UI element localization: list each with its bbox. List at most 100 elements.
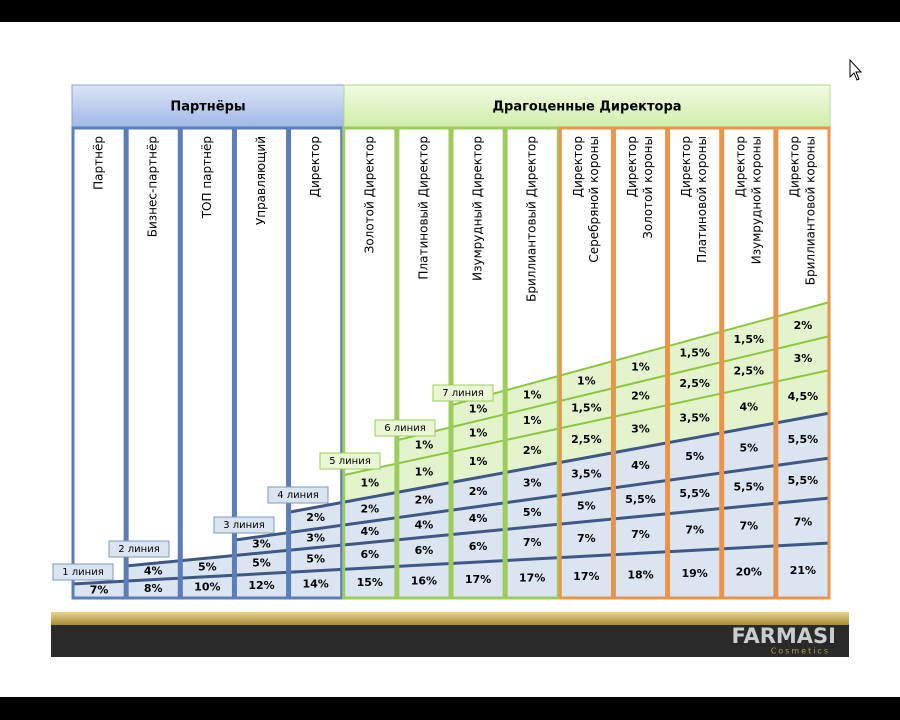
column-border: [775, 126, 831, 600]
column-label: Бизнес-партнёр: [146, 136, 160, 237]
cell-value: 4,5%: [788, 390, 819, 403]
cell-value: 4%: [631, 459, 650, 472]
column-label: Директор: [571, 136, 585, 197]
line-label: 7 линия: [442, 388, 483, 399]
column-label: Изумрудный Директор: [471, 136, 485, 281]
cell-value: 3%: [252, 538, 271, 551]
cell-value: 14%: [302, 577, 328, 590]
cell-value: 8%: [144, 582, 163, 595]
cell-value: 1%: [415, 439, 434, 452]
bottom-bar: [0, 697, 900, 720]
cell-value: 19%: [681, 567, 707, 580]
cell-value: 2%: [794, 319, 813, 332]
line-label: 2 линия: [118, 544, 159, 555]
line-label: 4 линия: [277, 490, 318, 501]
tagline: Cosmetics: [771, 647, 830, 656]
cell-value: 1,5%: [571, 402, 602, 415]
cell-value: 1%: [415, 466, 434, 479]
column-border: [342, 126, 398, 600]
column-label: Директор: [679, 136, 693, 197]
top-bar: [0, 0, 900, 22]
cell-value: 5%: [252, 556, 271, 569]
column-label: Директор: [733, 136, 747, 197]
column-label: ТОП партнёр: [200, 136, 214, 219]
column-border: [125, 126, 181, 600]
cell-value: 5%: [685, 450, 704, 463]
column-border: [450, 126, 506, 600]
column-label: Изумрудной короны: [749, 136, 763, 264]
line-boundary: [451, 301, 831, 406]
cell-value: 3,5%: [679, 412, 710, 425]
cell-value: 3%: [306, 531, 325, 544]
cell-value: 4%: [144, 564, 163, 577]
cell-value: 2,5%: [679, 377, 710, 390]
cell-value: 10%: [194, 580, 220, 593]
cell-value: 5%: [306, 552, 325, 565]
cell-value: 2%: [415, 494, 434, 507]
footer-gold: [51, 612, 849, 625]
line-label-box: [213, 516, 275, 534]
cell-value: 5%: [523, 506, 542, 519]
cell-value: 3%: [523, 476, 542, 489]
cell-value: 3%: [794, 352, 813, 365]
column-label: Серебряной короны: [587, 136, 601, 263]
cell-value: 20%: [736, 566, 762, 579]
cell-value: 1%: [469, 426, 488, 439]
column-border: [288, 126, 344, 600]
cell-value: 12%: [248, 579, 274, 592]
cell-value: 7%: [739, 520, 758, 533]
column-border: [179, 126, 235, 600]
column-label: Платиновой короны: [695, 136, 709, 263]
cell-value: 1%: [523, 388, 542, 401]
cell-value: 1%: [631, 361, 650, 374]
column: [72, 128, 127, 598]
cell-value: 5%: [577, 500, 596, 513]
group-header: [343, 84, 831, 129]
cell-value: 5,5%: [625, 493, 656, 506]
column-label: Золотой короны: [641, 136, 655, 239]
group-label: Драгоценные Директора: [492, 100, 681, 115]
cell-value: 5%: [198, 560, 217, 573]
cell-value: 6%: [469, 540, 488, 553]
column-border: [71, 126, 127, 600]
group-header: [71, 84, 345, 129]
column-label: Директор: [625, 136, 639, 197]
cell-value: 1%: [469, 402, 488, 415]
column-label: Директор: [787, 136, 801, 197]
line-label: 1 линия: [62, 567, 103, 578]
cell-value: 1%: [469, 455, 488, 468]
column-label: Директор: [308, 136, 322, 197]
cell-value: 17%: [465, 573, 491, 586]
cell-value: 5,5%: [734, 481, 765, 494]
column-border: [233, 126, 290, 600]
group-label: Партнёры: [170, 100, 245, 115]
column-label: Платиновый Директор: [416, 136, 430, 280]
cell-value: 4%: [739, 401, 758, 414]
cell-value: 2%: [469, 485, 488, 498]
cell-value: 2,5%: [571, 433, 602, 446]
line-band: [452, 302, 830, 427]
cell-value: 21%: [790, 564, 816, 577]
cell-value: 7%: [577, 532, 596, 545]
column-label: Партнёр: [92, 136, 106, 190]
line-label-box: [52, 563, 114, 581]
cell-value: 3%: [631, 422, 650, 435]
cell-value: 15%: [357, 576, 383, 589]
cell-value: 17%: [573, 570, 599, 583]
cell-value: 1,5%: [734, 333, 765, 346]
brand: FARMASI: [732, 624, 836, 648]
cell-value: 2%: [523, 444, 542, 457]
cell-value: 17%: [519, 572, 545, 585]
cell-value: 2,5%: [734, 365, 765, 378]
cell-value: 6%: [415, 544, 434, 557]
column-label: Бриллиантовой короны: [803, 136, 817, 285]
cursor: [849, 58, 863, 81]
footer-dark: [51, 625, 849, 657]
cell-value: 2%: [360, 502, 379, 515]
line-label-box: [374, 419, 436, 437]
line-label-box: [319, 452, 381, 470]
line-label-box: [267, 486, 329, 504]
cell-value: 5,5%: [788, 474, 819, 487]
cell-value: 5,5%: [679, 487, 710, 500]
